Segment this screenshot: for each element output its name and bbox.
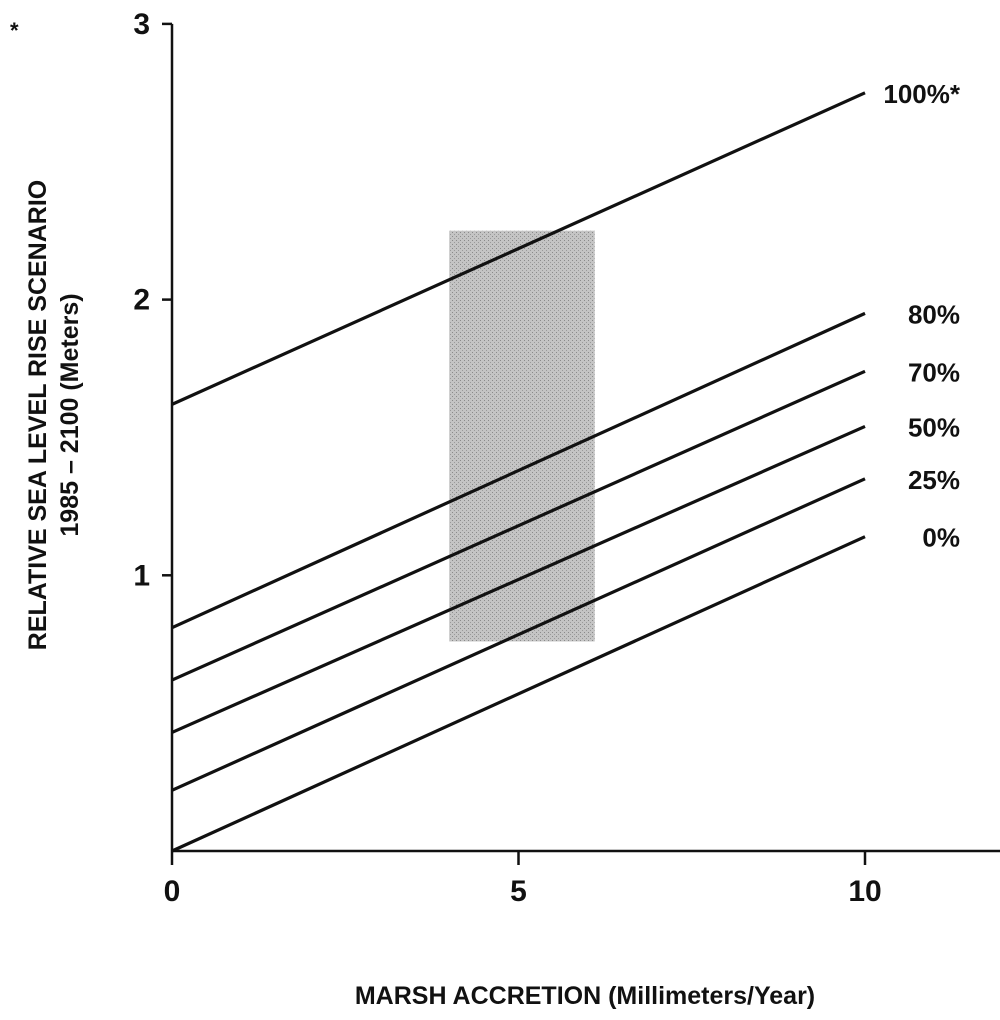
x-tick-label: 0 xyxy=(164,875,181,908)
series-label-50: 50% xyxy=(908,412,960,442)
series-line-80 xyxy=(171,311,866,630)
y-axis-title-line2: 1985 – 2100 (Meters) xyxy=(56,293,84,536)
series-labels: 100%* 80% 70% 50% 25% 0% xyxy=(883,79,960,553)
axes xyxy=(170,23,1000,853)
series-label-70: 70% xyxy=(908,357,960,387)
y-tick-label: 1 xyxy=(133,559,150,592)
y-tick-label: 3 xyxy=(133,8,150,41)
shaded-region-group xyxy=(449,230,595,642)
y-axis-title-line1: RELATIVE SEA LEVEL RISE SCENARIO xyxy=(24,180,52,650)
series-line-25 xyxy=(171,477,866,792)
series-line-0 xyxy=(171,535,866,853)
series-label-80: 80% xyxy=(908,299,960,329)
series-line-100 xyxy=(171,91,866,406)
x-tick-label: 10 xyxy=(848,875,881,908)
y-tick-label: 2 xyxy=(133,284,150,317)
shaded-region xyxy=(449,230,595,642)
series-line-50 xyxy=(171,424,866,734)
y-ticks: 1 2 3 xyxy=(133,8,172,592)
series-line-70 xyxy=(171,369,866,682)
x-axis-title: MARSH ACCRETION (Millimeters/Year) xyxy=(355,982,815,1010)
series-label-0: 0% xyxy=(922,523,960,553)
series-label-100: 100%* xyxy=(883,79,960,109)
series-lines xyxy=(171,91,866,853)
corner-mark: * xyxy=(10,18,19,43)
x-ticks: 0 5 10 xyxy=(164,851,882,908)
series-label-25: 25% xyxy=(908,465,960,495)
x-tick-label: 5 xyxy=(510,875,527,908)
